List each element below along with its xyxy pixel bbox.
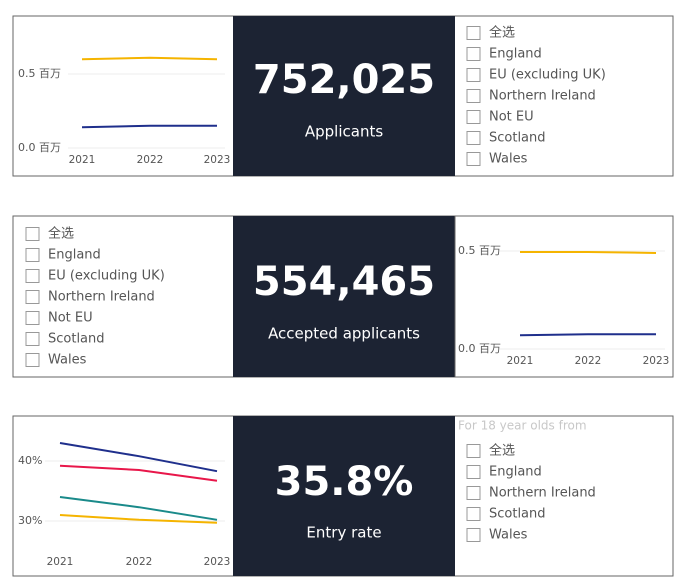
checkbox[interactable] — [466, 528, 481, 542]
checkbox[interactable] — [466, 131, 481, 145]
line-series — [59, 464, 218, 482]
checkbox[interactable] — [466, 152, 481, 166]
x-tick-label: 2021 — [47, 556, 74, 568]
filter-label[interactable]: Scotland — [489, 131, 546, 146]
filter-label[interactable]: EU (excluding UK) — [489, 68, 606, 83]
checkbox[interactable] — [466, 444, 481, 458]
line-series — [519, 333, 656, 337]
line-series — [59, 514, 218, 524]
y-tick-label: 0.5 百万 — [458, 244, 501, 257]
x-tick-label: 2022 — [126, 556, 153, 568]
filter-label[interactable]: 全选 — [48, 226, 74, 242]
y-tick-label: 0.0 百万 — [458, 342, 501, 355]
kpi-value: 752,025 — [253, 57, 435, 103]
checkbox[interactable] — [25, 290, 40, 304]
checkbox[interactable] — [25, 248, 40, 262]
kpi-value: 35.8% — [275, 459, 414, 505]
checkbox[interactable] — [466, 110, 481, 124]
filter-label[interactable]: England — [48, 248, 101, 263]
checkbox[interactable] — [25, 269, 40, 283]
filter-label[interactable]: Wales — [48, 353, 87, 368]
x-tick-label: 2023 — [204, 154, 231, 166]
x-tick-label: 2021 — [507, 355, 534, 367]
kpi-label: Accepted applicants — [268, 325, 420, 343]
x-tick-label: 2022 — [575, 355, 602, 367]
y-tick-label: 0.0 百万 — [18, 141, 61, 154]
y-tick-label: 30% — [18, 514, 42, 527]
filter-label[interactable]: EU (excluding UK) — [48, 269, 165, 284]
kpi-card — [233, 216, 455, 377]
line-series — [59, 496, 218, 521]
checkbox[interactable] — [466, 465, 481, 479]
checkbox[interactable] — [25, 227, 40, 241]
x-tick-label: 2022 — [137, 154, 164, 166]
filter-label[interactable]: Scotland — [489, 507, 546, 522]
filter-label[interactable]: Wales — [489, 528, 528, 543]
kpi-value: 554,465 — [253, 259, 435, 305]
checkbox[interactable] — [466, 89, 481, 103]
filter-label[interactable]: England — [489, 465, 542, 480]
kpi-card — [233, 16, 455, 176]
kpi-card — [233, 416, 455, 576]
filter-label[interactable]: Wales — [489, 152, 528, 167]
x-tick-label: 2021 — [69, 154, 96, 166]
filter-label[interactable]: England — [489, 47, 542, 62]
kpi-label: Entry rate — [306, 524, 381, 542]
checkbox[interactable] — [25, 311, 40, 325]
filter-label[interactable]: Northern Ireland — [48, 290, 155, 305]
checkbox[interactable] — [466, 26, 481, 40]
y-tick-label: 0.5 百万 — [18, 67, 61, 80]
filter-label[interactable]: Northern Ireland — [489, 486, 596, 501]
x-tick-label: 2023 — [643, 355, 670, 367]
line-series — [81, 124, 217, 129]
line-series — [59, 442, 218, 473]
x-tick-label: 2023 — [204, 556, 231, 568]
filter-label[interactable]: Not EU — [489, 110, 534, 125]
kpi-label: Applicants — [305, 123, 383, 141]
filter-label[interactable]: Not EU — [48, 311, 93, 326]
checkbox[interactable] — [25, 353, 40, 367]
line-series — [520, 250, 657, 254]
checkbox[interactable] — [466, 47, 481, 61]
checkbox[interactable] — [466, 68, 481, 82]
checkbox[interactable] — [466, 507, 481, 521]
filter-heading: For 18 year olds from — [458, 419, 587, 433]
filter-label[interactable]: Northern Ireland — [489, 89, 596, 104]
filter-label[interactable]: 全选 — [489, 443, 515, 459]
line-series — [81, 56, 218, 61]
checkbox[interactable] — [466, 486, 481, 500]
checkbox[interactable] — [25, 332, 40, 346]
filter-label[interactable]: Scotland — [48, 332, 105, 347]
filter-label[interactable]: 全选 — [489, 25, 515, 41]
y-tick-label: 40% — [18, 454, 42, 467]
